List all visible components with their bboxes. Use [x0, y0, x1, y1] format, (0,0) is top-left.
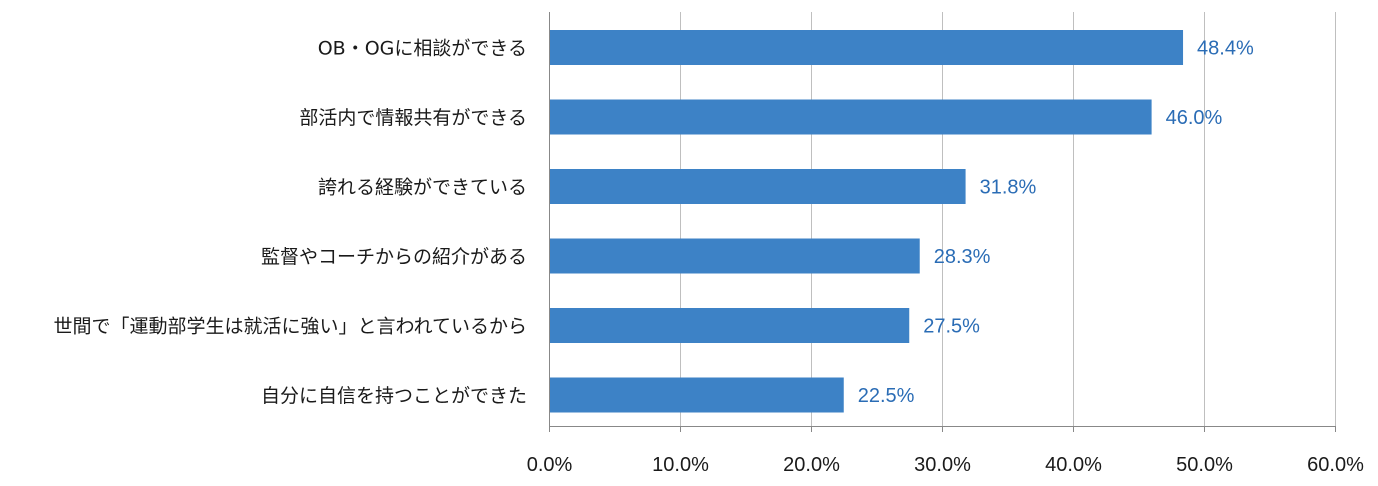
x-tick-label: 10.0% [652, 454, 709, 476]
bar [550, 377, 844, 413]
data-label: 31.8% [980, 177, 1037, 199]
bar [550, 169, 966, 204]
x-tick-label: 40.0% [1045, 454, 1102, 476]
x-tick-label: 30.0% [914, 454, 971, 476]
axes [549, 12, 1336, 432]
x-tick-label: 20.0% [783, 454, 840, 476]
data-label: 27.5% [923, 316, 980, 338]
data-label: 46.0% [1166, 107, 1223, 129]
x-tick-label: 50.0% [1176, 454, 1233, 476]
x-tick-label: 0.0% [527, 454, 573, 476]
gridlines [680, 12, 1336, 426]
category-label: 世間で「運動部学生は就活に強い」と言われているから [54, 316, 527, 338]
category-label: 誇れる経験ができている [318, 177, 527, 199]
bar [550, 308, 910, 343]
x-tick-label: 60.0% [1307, 454, 1364, 476]
category-label: 自分に自信を持つことができた [261, 385, 527, 407]
data-label: 48.4% [1197, 38, 1254, 60]
category-label: 監督やコーチからの紹介がある [261, 246, 527, 268]
category-label: 部活内で情報共有ができる [299, 107, 527, 129]
bars [550, 30, 1184, 413]
data-label: 22.5% [858, 385, 915, 407]
bar [550, 238, 920, 274]
category-label: OB・OGに相談ができる [318, 38, 527, 60]
data-label: 28.3% [934, 246, 991, 268]
bar [550, 30, 1184, 65]
bar [550, 99, 1152, 135]
labels: 0.0% 10.0% 20.0% 30.0% 40.0% 50.0% 60.0% OB・OGに… [54, 38, 1365, 477]
